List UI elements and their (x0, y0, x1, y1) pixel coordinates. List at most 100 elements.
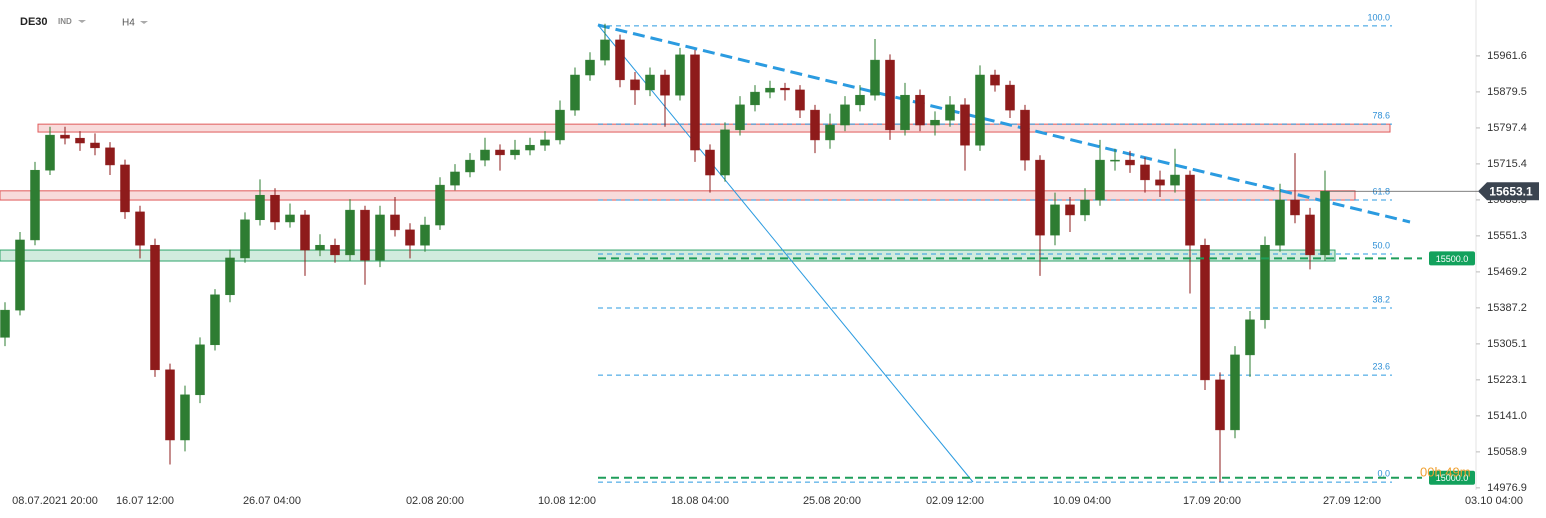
candle-body (900, 94, 910, 131)
candle-body (1170, 174, 1180, 186)
x-tick-label: 17.09 20:00 (1183, 495, 1241, 507)
dropdown-caret[interactable] (78, 20, 86, 23)
levels: 15500.0 15000.0 (598, 251, 1475, 485)
x-tick-label: 25.08 20:00 (803, 495, 861, 507)
candle-body (480, 149, 490, 161)
x-tick-label: 02.08 20:00 (406, 495, 464, 507)
candle-body (840, 104, 850, 126)
candle-body (540, 139, 550, 146)
fib-label: 0.0 (1377, 468, 1390, 478)
x-tick-label: 27.09 12:00 (1323, 495, 1381, 507)
fibonacci: 100.078.661.850.038.223.60.0 (598, 12, 1392, 483)
y-tick-label: 15058.9 (1487, 446, 1527, 458)
trend-line (597, 23, 1411, 224)
candle-body (1005, 84, 1015, 111)
candle-body (630, 79, 640, 91)
candle-body (1095, 159, 1105, 201)
symbol[interactable]: DE30 (20, 16, 48, 28)
candle-body (150, 244, 160, 371)
candle-body (675, 54, 685, 96)
y-tick-label: 15469.2 (1487, 266, 1527, 278)
y-tick-label: 15879.5 (1487, 86, 1527, 98)
candle-body (1260, 244, 1270, 321)
fib-label: 38.2 (1372, 294, 1390, 304)
candle-body (810, 109, 820, 141)
y-tick-label: 15797.4 (1487, 122, 1527, 134)
candle-body (1125, 159, 1135, 166)
candle-body (1275, 199, 1285, 246)
current-price-badge (1478, 182, 1539, 201)
candle-body (1080, 199, 1090, 216)
candle-body (1110, 159, 1120, 162)
y-tick-label: 15715.4 (1487, 158, 1527, 170)
x-tick-label: 03.10 04:00 (1465, 495, 1523, 507)
y-axis: 14976.9 15058.9 15141.0 15223.1 15305.1 15387… (1476, 50, 1527, 494)
candle-body (465, 159, 475, 173)
candle-body (1290, 199, 1300, 216)
candle-body (390, 214, 400, 231)
fib-label: 78.6 (1372, 111, 1390, 121)
candle-body (855, 94, 865, 106)
y-tick-label: 15387.2 (1487, 302, 1527, 314)
x-tick-label: 08.07.2021 20:00 (12, 495, 98, 507)
candle-body (870, 59, 880, 96)
candle-body (735, 104, 745, 131)
candle-body (570, 74, 580, 111)
candle-body (930, 119, 940, 126)
market: IND (58, 17, 72, 26)
candle-body (525, 144, 535, 151)
candle-body (780, 87, 790, 91)
candle-body (915, 94, 925, 126)
candle-body (180, 394, 190, 441)
candle-body (945, 104, 955, 121)
level-label: 15000.0 (1436, 473, 1469, 483)
candle-body (225, 257, 235, 296)
candle-body (315, 244, 325, 251)
candle-body (690, 54, 700, 151)
interval[interactable]: H4 (122, 18, 135, 29)
candle-body (555, 109, 565, 141)
candle-body (990, 74, 1000, 86)
candle-body (1020, 109, 1030, 161)
fib-label: 50.0 (1372, 240, 1390, 250)
candle-body (765, 87, 775, 93)
candle-body (750, 91, 760, 106)
candle-body (795, 89, 805, 111)
candle-body (660, 74, 670, 96)
candles (0, 23, 1330, 483)
fib-label: 100.0 (1367, 12, 1390, 22)
candle-body (615, 39, 625, 81)
trend-line (597, 24, 974, 483)
zone (0, 190, 1356, 201)
candle-body (885, 59, 895, 131)
y-tick-label: 15961.6 (1487, 50, 1527, 62)
candle-body (405, 229, 415, 246)
candle-body (285, 214, 295, 223)
x-tick-label: 10.08 12:00 (538, 495, 596, 507)
candle-body (0, 309, 10, 338)
level-badge (1429, 470, 1475, 485)
y-tick-label: 14976.9 (1487, 482, 1527, 494)
candle-body (240, 219, 250, 259)
candle-body (1185, 174, 1195, 246)
candle-timer: 00h 49m (1420, 464, 1471, 479)
candle-body (450, 171, 460, 186)
candle-body (330, 244, 340, 256)
candle-body (195, 344, 205, 396)
fib-label: 23.6 (1372, 361, 1390, 371)
candle-body (15, 239, 25, 311)
candle-body (165, 369, 175, 441)
x-axis: 08.07.2021 20:00 16.07 12:00 26.07 04:00 02… (12, 495, 1523, 507)
level-label: 15500.0 (1436, 254, 1469, 264)
candle-body (375, 214, 385, 261)
candle-body (45, 134, 55, 171)
candle-body (1215, 379, 1225, 431)
candle-body (960, 104, 970, 146)
dropdown-caret[interactable] (140, 21, 148, 24)
candle-body (720, 129, 730, 176)
candle-body (75, 137, 85, 144)
candle-body (1320, 190, 1330, 256)
x-tick-label: 02.09 12:00 (926, 495, 984, 507)
y-tick-label: 15141.0 (1487, 410, 1527, 422)
